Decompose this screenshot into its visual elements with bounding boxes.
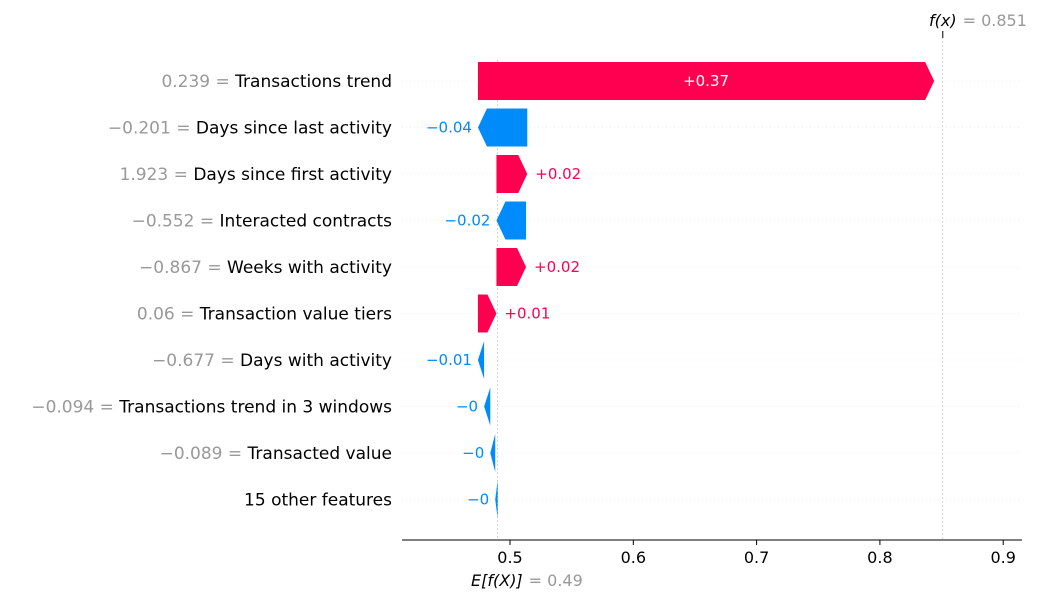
positive-contribution-bar: [496, 155, 528, 193]
feature-name: Transactions trend in 3 windows: [118, 398, 392, 418]
feature-value: −0.867 =: [139, 258, 227, 278]
output-value-symbol: f(x): [929, 11, 957, 30]
x-tick-label: 0.5: [497, 548, 522, 567]
feature-name: Interacted contracts: [220, 212, 393, 232]
feature-value: −0.552 =: [132, 212, 220, 232]
feature-value: −0.201 =: [108, 119, 196, 139]
expected-value-label: E[f(X)] = 0.49: [471, 571, 583, 590]
x-axis: 0.5 0.6 0.7 0.8 0.9: [402, 539, 1022, 567]
contribution-label: +0.37: [683, 72, 729, 90]
feature-name: Weeks with activity: [227, 258, 392, 278]
positive-contribution-bar: [496, 248, 527, 286]
feature-value: 0.239 =: [161, 72, 235, 92]
contribution-label: +0.02: [535, 165, 581, 183]
reference-lines: [497, 31, 944, 540]
output-value-text: = 0.851: [963, 11, 1027, 30]
contribution-label: +0.01: [504, 305, 550, 323]
x-tick-label: 0.8: [867, 548, 892, 567]
feature-name: Transactions trend: [234, 72, 392, 92]
negative-contribution-bar: [496, 201, 527, 240]
expected-value-symbol: E[f(X)]: [471, 571, 523, 590]
feature-value: 0.06 =: [137, 305, 200, 325]
contribution-label: −0.01: [426, 351, 472, 369]
feature-label: −0.552 = Interacted contracts: [132, 212, 393, 232]
x-tick-label: 0.7: [744, 548, 769, 567]
feature-label: −0.094 = Transactions trend in 3 windows: [31, 398, 392, 418]
feature-label: 0.06 = Transaction value tiers: [137, 305, 392, 325]
negative-contribution-bar: [484, 387, 491, 426]
feature-name: Transacted value: [247, 444, 392, 464]
contribution-label: −0.02: [444, 212, 490, 230]
negative-contribution-bar: [490, 434, 496, 472]
contribution-label: −0: [462, 444, 484, 462]
feature-value: −0.089 =: [160, 444, 248, 464]
x-tick-label: 0.6: [621, 548, 646, 567]
contribution-label: −0: [467, 491, 489, 509]
negative-contribution-bar: [477, 108, 528, 147]
expected-value-text: = 0.49: [529, 571, 583, 590]
contribution-label: −0.04: [426, 119, 472, 137]
contribution-label: +0.02: [534, 258, 580, 276]
feature-label: −0.867 = Weeks with activity: [139, 258, 392, 278]
feature-name: Transaction value tiers: [199, 305, 392, 325]
contribution-label: −0: [456, 398, 478, 416]
negative-contribution-bar: [495, 480, 498, 519]
annotations: E[f(X)] = 0.49 f(x) = 0.851: [471, 11, 1027, 590]
feature-value: −0.094 =: [31, 398, 119, 418]
feature-value: 1.923 =: [120, 165, 194, 185]
feature-name: Days since first activity: [193, 165, 392, 185]
feature-label: −0.201 = Days since last activity: [108, 119, 392, 139]
feature-name: Days with activity: [240, 351, 392, 371]
feature-name: 15 other features: [244, 491, 392, 511]
negative-contribution-bar: [477, 341, 485, 379]
feature-label: 1.923 = Days since first activity: [120, 165, 392, 185]
feature-value: −0.677 =: [152, 351, 240, 371]
contribution-bars: +0.37 −0.04 +0.02 −0.02 +0.02 +0.01 −0.01 −0 −0 −…: [426, 62, 935, 519]
feature-labels: 0.239 = Transactions trend −0.201 = Days …: [31, 72, 392, 511]
feature-label: −0.089 = Transacted value: [160, 444, 392, 464]
feature-label: −0.677 = Days with activity: [152, 351, 392, 371]
feature-name: Days since last activity: [196, 119, 392, 139]
positive-contribution-bar: [477, 294, 497, 333]
x-tick-label: 0.9: [990, 548, 1015, 567]
output-value-label: f(x) = 0.851: [929, 11, 1027, 30]
positive-contribution-bar: [477, 62, 935, 100]
feature-label: 0.239 = Transactions trend: [161, 72, 392, 92]
feature-label: 15 other features: [244, 491, 392, 511]
